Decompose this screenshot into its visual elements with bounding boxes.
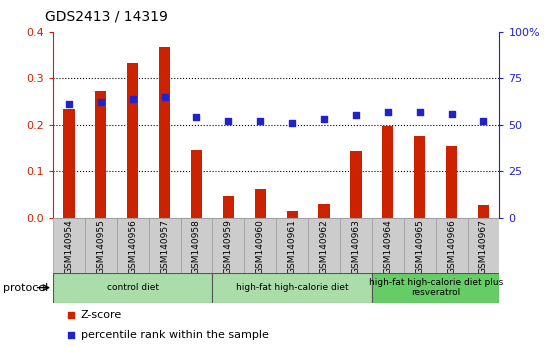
Point — [320, 116, 329, 122]
Bar — [372, 218, 404, 273]
Point — [256, 118, 264, 124]
Text: percentile rank within the sample: percentile rank within the sample — [80, 330, 268, 340]
Text: GSM140959: GSM140959 — [224, 219, 233, 274]
Text: high-fat high-calorie diet plus
resveratrol: high-fat high-calorie diet plus resverat… — [368, 278, 503, 297]
Point — [66, 332, 75, 338]
Bar — [308, 218, 340, 273]
Bar — [319, 204, 330, 218]
Bar — [213, 273, 372, 303]
Bar — [254, 189, 266, 218]
Text: GDS2413 / 14319: GDS2413 / 14319 — [45, 9, 167, 23]
Bar — [159, 47, 170, 218]
Text: GSM140957: GSM140957 — [160, 219, 169, 274]
Point — [66, 313, 75, 318]
Bar — [244, 218, 276, 273]
Text: GSM140958: GSM140958 — [192, 219, 201, 274]
Point — [224, 118, 233, 124]
Point — [383, 109, 392, 115]
Bar — [53, 218, 85, 273]
Text: GSM140960: GSM140960 — [256, 219, 264, 274]
Bar — [117, 218, 148, 273]
Point — [65, 102, 74, 107]
Text: protocol: protocol — [3, 282, 48, 293]
Bar — [382, 126, 393, 218]
Bar — [468, 218, 499, 273]
Bar — [191, 150, 202, 218]
Bar — [223, 196, 234, 218]
Point — [97, 100, 105, 105]
Text: GSM140965: GSM140965 — [415, 219, 424, 274]
Bar — [478, 205, 489, 218]
Point — [415, 109, 424, 115]
Point — [352, 113, 360, 118]
Bar — [404, 218, 436, 273]
Bar — [340, 218, 372, 273]
Point — [128, 96, 137, 102]
Text: GSM140961: GSM140961 — [288, 219, 297, 274]
Bar — [436, 218, 468, 273]
Bar — [127, 63, 138, 218]
Bar — [446, 146, 457, 218]
Bar — [414, 136, 425, 218]
Text: GSM140964: GSM140964 — [383, 219, 392, 274]
Text: GSM140956: GSM140956 — [128, 219, 137, 274]
Bar — [64, 109, 75, 218]
Bar — [350, 151, 362, 218]
Text: GSM140966: GSM140966 — [447, 219, 456, 274]
Point — [160, 94, 169, 100]
Text: high-fat high-calorie diet: high-fat high-calorie diet — [236, 283, 348, 292]
Bar — [148, 218, 181, 273]
Text: control diet: control diet — [107, 283, 158, 292]
Point — [447, 111, 456, 116]
Bar — [372, 273, 499, 303]
Bar — [181, 218, 213, 273]
Text: Z-score: Z-score — [80, 310, 122, 320]
Bar — [213, 218, 244, 273]
Bar — [287, 211, 298, 218]
Text: GSM140963: GSM140963 — [352, 219, 360, 274]
Text: GSM140955: GSM140955 — [97, 219, 105, 274]
Text: GSM140962: GSM140962 — [320, 219, 329, 274]
Text: GSM140954: GSM140954 — [65, 219, 74, 274]
Bar — [95, 91, 107, 218]
Point — [479, 118, 488, 124]
Bar — [276, 218, 308, 273]
Point — [288, 120, 297, 126]
Point — [192, 115, 201, 120]
Text: GSM140967: GSM140967 — [479, 219, 488, 274]
Bar — [53, 273, 213, 303]
Bar — [85, 218, 117, 273]
